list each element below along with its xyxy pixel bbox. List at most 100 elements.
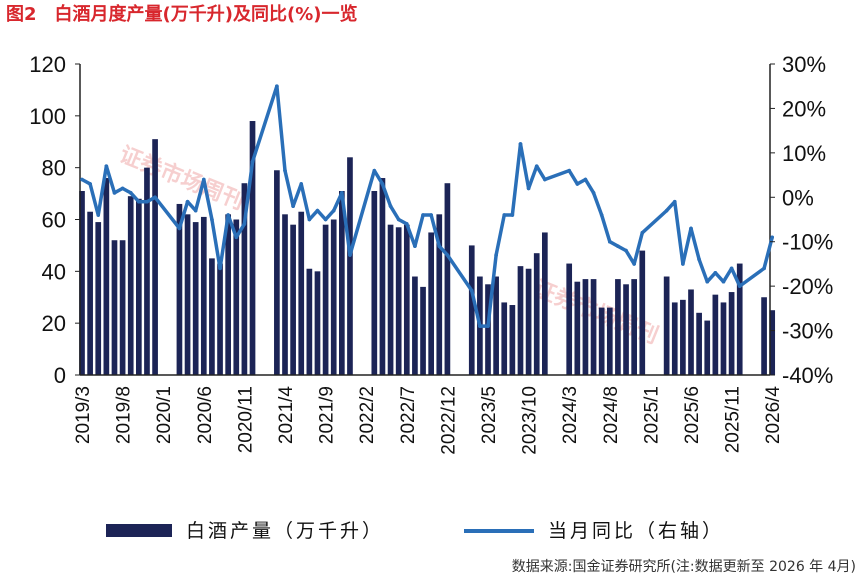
- line-point-2019-4: [88, 182, 92, 186]
- line-segment-2019-9-to-2019-10: [128, 191, 141, 204]
- left-tick-label-80: 80: [42, 156, 66, 181]
- right-tick-label-10%: 10%: [782, 141, 826, 166]
- line-point-2023-10: [526, 186, 531, 191]
- bar-2026-3: [761, 297, 767, 375]
- line-segment-2020-7-to-2020-8: [210, 217, 222, 271]
- line-point-2021-5: [291, 204, 295, 208]
- line-segment-2025-6-to-2025-7: [689, 226, 701, 262]
- bar-2019-4: [87, 211, 93, 375]
- bar-2021-9: [322, 224, 329, 375]
- bar-2021-10: [330, 219, 337, 375]
- line-point-2025-4: [672, 199, 677, 204]
- x-tick-label-2024-8: 2024/8: [601, 386, 622, 444]
- line-segment-2024-6-to-2024-7: [591, 191, 604, 217]
- x-tick-label-2020-11: 2020/11: [235, 386, 256, 453]
- line-point-2026-4: [770, 235, 774, 240]
- bar-2024-3: [566, 263, 573, 375]
- line-segment-2019-5-to-2019-6: [96, 164, 109, 217]
- x-tick-label-2020-1: 2020/1: [154, 386, 175, 444]
- bar-2021-7: [306, 268, 313, 375]
- left-tick-label-100: 100: [29, 104, 66, 129]
- line-segment-2023-11-to-2023-12: [534, 164, 547, 182]
- line-segment-2022-5-to-2022-6: [388, 204, 401, 222]
- line-point-2024-11: [632, 262, 636, 266]
- line-segment-2023-6-to-2023-7: [494, 213, 506, 257]
- line-point-2023-8: [510, 213, 515, 217]
- x-tick-label-2019-8: 2019/8: [114, 386, 135, 444]
- line-segment-2025-5-to-2025-6: [681, 226, 693, 266]
- bar-2022-3: [371, 190, 378, 375]
- line-segment-2021-6-to-2021-7: [299, 182, 312, 222]
- right-tick-label--10%: -10%: [782, 230, 833, 255]
- bar-2021-4: [282, 214, 288, 375]
- bar-2023-7: [501, 302, 508, 375]
- line-segment-2025-12-to-2026-3: [737, 266, 766, 288]
- line-point-2019-5: [96, 213, 101, 217]
- bar-2023-5: [485, 284, 491, 375]
- line-point-2022-11: [437, 244, 442, 248]
- line-segment-2020-10-to-2020-11: [234, 222, 247, 240]
- line-segment-2025-8-to-2025-9: [705, 271, 718, 284]
- right-tick-label--40%: -40%: [782, 363, 833, 388]
- line-segment-2020-11-to-2020-12: [242, 159, 255, 226]
- line-point-2022-3: [372, 168, 377, 173]
- bar-2024-4: [574, 281, 581, 375]
- line-point-2025-12: [737, 284, 742, 288]
- bar-2020-12: [249, 121, 256, 376]
- line-point-2022-8: [413, 244, 417, 248]
- bar-2019-11: [144, 167, 150, 375]
- line-segment-2021-9-to-2021-10: [323, 208, 336, 222]
- x-tick-label-2021-9: 2021/9: [317, 386, 338, 444]
- bar-2019-3: [79, 190, 85, 375]
- legend: 白酒产量（万千升） 当月同比（右轴）: [106, 520, 724, 542]
- line-segment-2024-7-to-2024-8: [599, 213, 612, 244]
- bar-2020-9: [225, 214, 232, 375]
- right-tick-label--30%: -30%: [782, 319, 833, 344]
- legend-line-label: 当月同比（右轴）: [548, 520, 724, 542]
- bar-2023-11: [533, 253, 540, 375]
- line-segment-2021-11-to-2021-12: [340, 191, 352, 257]
- bar-2019-9: [127, 196, 134, 375]
- line-point-2023-3: [469, 288, 474, 293]
- bar-2021-5: [290, 224, 296, 375]
- line-segment-2025-11-to-2025-12: [729, 266, 742, 288]
- line-segment-2020-6-to-2020-7: [202, 177, 214, 222]
- line-point-2025-8: [705, 279, 710, 284]
- line-point-2020-12: [250, 159, 255, 164]
- line-point-2022-5: [388, 204, 393, 208]
- line-segment-2024-3-to-2024-4: [567, 168, 580, 186]
- line-point-2024-9: [616, 244, 620, 248]
- line-point-2021-3: [275, 84, 279, 89]
- line-point-2024-4: [575, 182, 580, 186]
- line-point-2024-5: [583, 177, 588, 182]
- bar-2019-5: [95, 222, 102, 375]
- bar-2023-9: [517, 266, 524, 375]
- line-segment-2020-9-to-2020-10: [226, 213, 239, 240]
- x-tick-label-2025-11: 2025/11: [723, 386, 744, 453]
- line-segment-2022-8-to-2022-9: [413, 213, 425, 248]
- bar-2020-10: [233, 219, 240, 375]
- line-segment-2023-12-to-2024-3: [543, 168, 571, 182]
- bar-2026-4: [769, 310, 776, 375]
- bar-2020-5: [192, 222, 199, 375]
- line-segment-2023-5-to-2023-6: [486, 253, 498, 328]
- line-segment-2025-10-to-2025-11: [721, 266, 734, 284]
- line-point-2022-10: [429, 213, 433, 217]
- line-segment-2023-8-to-2023-9: [510, 142, 523, 217]
- line-point-2020-3: [177, 226, 182, 231]
- right-tick-label--20%: -20%: [782, 274, 833, 299]
- bar-2020-11: [241, 183, 248, 375]
- bar-2020-4: [184, 214, 191, 375]
- bar-2022-6: [395, 227, 402, 375]
- x-axis-ticks: 2019/3 2019/8 2020/1 2020/6 2020/11 2021/4 202…: [73, 386, 784, 455]
- bar-2020-6: [200, 216, 207, 375]
- bar-2021-11: [338, 190, 345, 375]
- line-segment-2019-6-to-2019-7: [104, 164, 117, 195]
- bar-2025-7: [696, 312, 702, 375]
- right-tick-label-20%: 20%: [782, 96, 826, 121]
- line-segment-2024-10-to-2024-11: [624, 248, 636, 266]
- line-segment-2019-4-to-2019-5: [88, 182, 100, 217]
- bar-2023-8: [509, 305, 516, 375]
- line-point-2023-5: [486, 324, 490, 328]
